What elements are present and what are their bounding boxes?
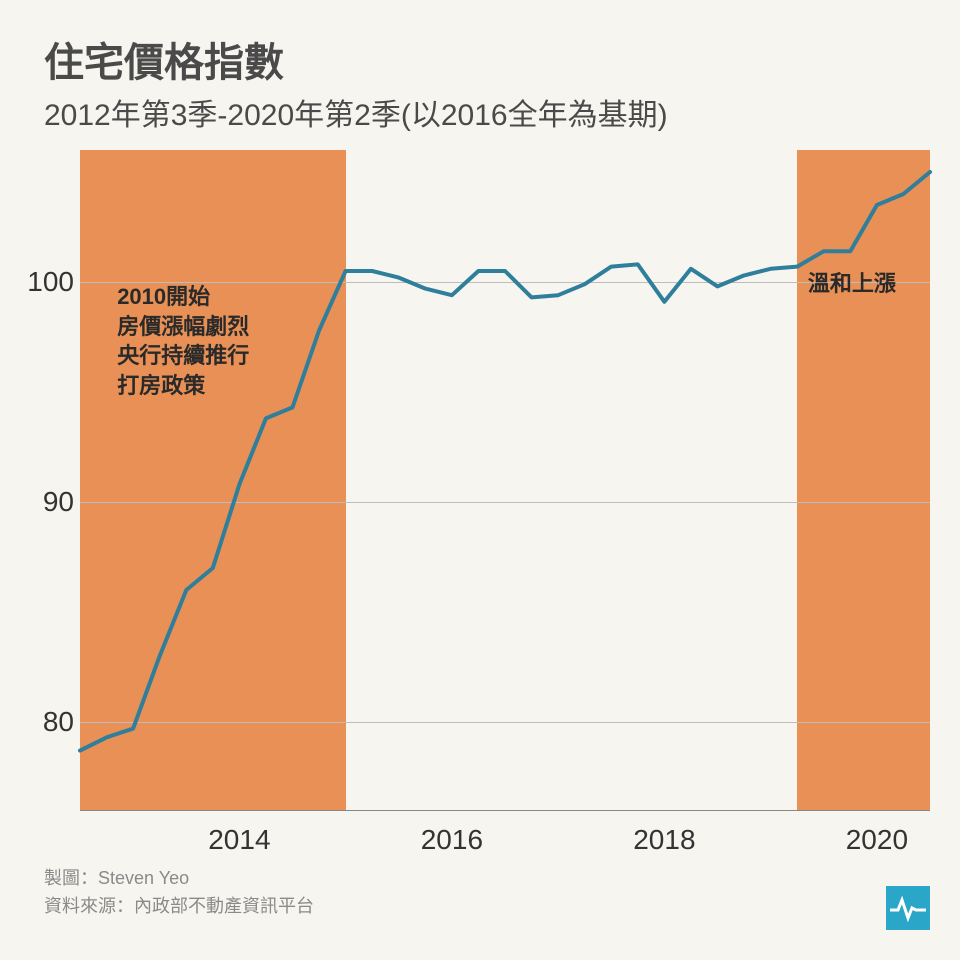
brand-logo-icon bbox=[886, 886, 930, 930]
chart-title: 住宅價格指數 bbox=[44, 30, 668, 88]
y-tick-label: 100 bbox=[24, 266, 74, 298]
chart-plot-area bbox=[80, 150, 930, 810]
y-tick-label: 80 bbox=[24, 706, 74, 738]
chart-annotation: 溫和上漲 bbox=[808, 269, 896, 299]
footer-author: 製圖：Steven Yeo bbox=[44, 864, 314, 890]
y-tick-label: 90 bbox=[24, 486, 74, 518]
x-tick-label: 2014 bbox=[208, 824, 270, 856]
chart-footer: 製圖：Steven Yeo 資料來源：內政部不動產資訊平台 bbox=[44, 864, 314, 920]
chart-subtitle: 2012年第3季-2020年第2季(以2016全年為基期) bbox=[44, 90, 668, 134]
x-tick-label: 2016 bbox=[421, 824, 483, 856]
line-series bbox=[80, 150, 930, 810]
x-axis-baseline bbox=[80, 810, 930, 811]
x-tick-label: 2020 bbox=[846, 824, 908, 856]
chart-annotation: 2010開始 房價漲幅劇烈 央行持續推行 打房政策 bbox=[117, 282, 249, 401]
footer-source: 資料來源：內政部不動產資訊平台 bbox=[44, 892, 314, 918]
x-tick-label: 2018 bbox=[633, 824, 695, 856]
